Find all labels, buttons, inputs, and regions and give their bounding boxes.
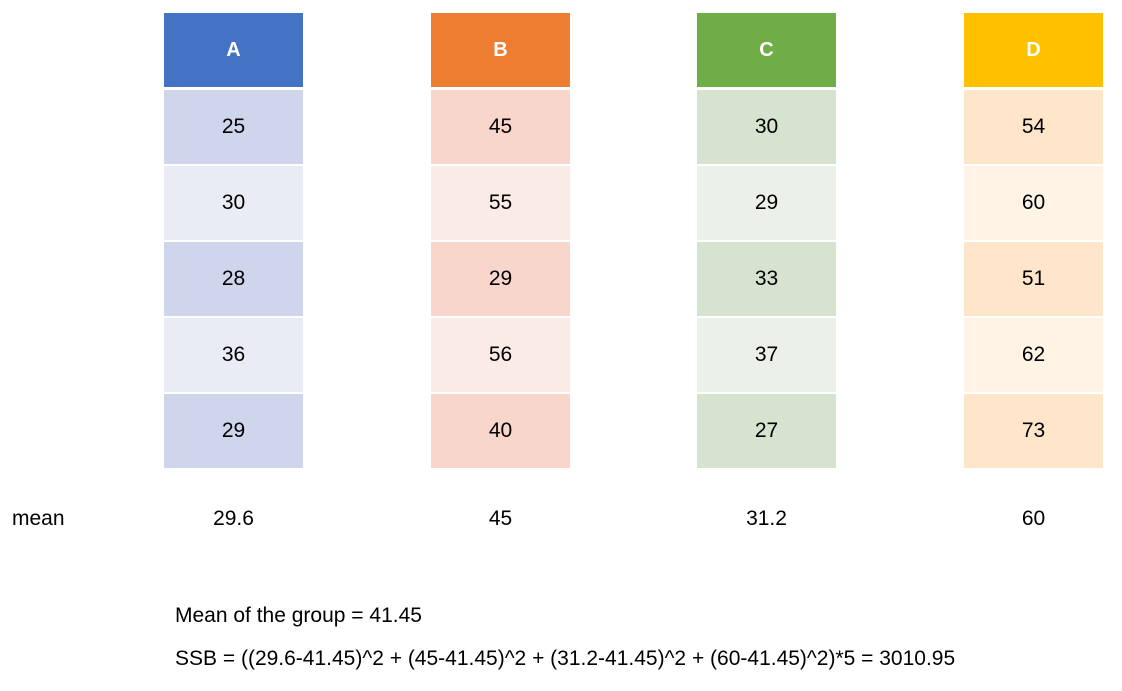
group-c-header: C [697, 13, 836, 90]
group-c-mean: 31.2 [746, 507, 787, 530]
group-a-column: A 25 30 28 36 29 [164, 13, 303, 468]
group-d-value: 73 [964, 394, 1103, 468]
group-d-value: 51 [964, 242, 1103, 318]
group-c-value: 37 [697, 318, 836, 394]
group-d-column: D 54 60 51 62 73 [964, 13, 1103, 468]
group-a-value: 28 [164, 242, 303, 318]
group-c-value: 27 [697, 394, 836, 468]
group-a-value: 36 [164, 318, 303, 394]
group-a-value: 25 [164, 90, 303, 166]
group-c-value: 29 [697, 166, 836, 242]
group-a-header: A [164, 13, 303, 90]
mean-row-label: mean [12, 507, 65, 530]
group-d-header: D [964, 13, 1103, 90]
group-a-mean: 29.6 [213, 507, 254, 530]
group-c-column: C 30 29 33 37 27 [697, 13, 836, 468]
group-b-value: 45 [431, 90, 570, 166]
group-d-value: 62 [964, 318, 1103, 394]
group-c-value: 33 [697, 242, 836, 318]
group-b-column: B 45 55 29 56 40 [431, 13, 570, 468]
group-mean-note: Mean of the group = 41.45 [175, 604, 422, 627]
group-a-value: 29 [164, 394, 303, 468]
group-b-value: 40 [431, 394, 570, 468]
group-b-value: 29 [431, 242, 570, 318]
group-d-mean: 60 [1021, 507, 1046, 530]
ssb-formula: SSB = ((29.6-41.45)^2 + (45-41.45)^2 + (… [175, 647, 956, 670]
group-d-value: 54 [964, 90, 1103, 166]
group-b-value: 56 [431, 318, 570, 394]
group-c-value: 30 [697, 90, 836, 166]
group-b-header: B [431, 13, 570, 90]
group-b-value: 55 [431, 166, 570, 242]
group-d-value: 60 [964, 166, 1103, 242]
group-b-mean: 45 [488, 507, 513, 530]
group-a-value: 30 [164, 166, 303, 242]
